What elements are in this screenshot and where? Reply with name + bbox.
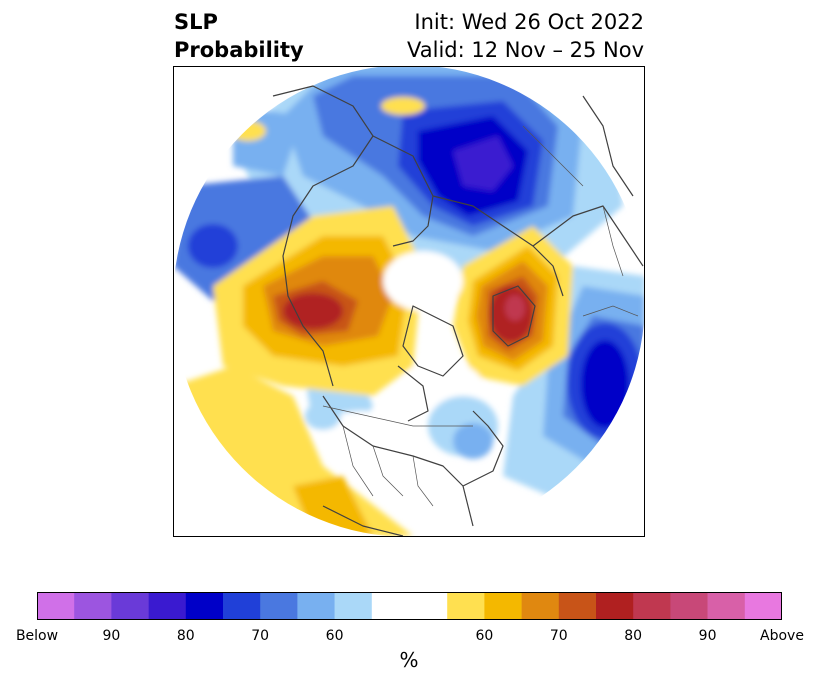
colorbar-tick-label: 80 xyxy=(624,628,643,644)
colorbar-below-cell xyxy=(74,592,112,620)
colorbar-tick-label: 60 xyxy=(325,628,344,644)
colorbar-above-cell xyxy=(484,592,522,620)
colorbar-below-cell xyxy=(223,592,261,620)
colorbar-below-cell xyxy=(37,592,75,620)
colorbar-neutral-cell xyxy=(371,592,448,620)
title-metric: Probability xyxy=(174,38,304,62)
map-title: SLP Probability xyxy=(174,8,304,64)
colorbar-above-cell xyxy=(744,592,782,620)
colorbar-below-cell xyxy=(260,592,298,620)
colorbar-above-cell xyxy=(596,592,634,620)
colorbar-tick-label: 60 xyxy=(475,628,494,644)
colorbar-above-cell xyxy=(633,592,671,620)
colorbar-below-cell xyxy=(148,592,187,620)
colorbar-below-cell xyxy=(185,592,224,620)
colorbar-tick-label: 80 xyxy=(176,628,195,644)
colorbar-below-cell xyxy=(111,592,149,620)
valid-range: Valid: 12 Nov – 25 Nov xyxy=(407,38,644,62)
polar-probability-map xyxy=(173,66,645,537)
colorbar-above-cell xyxy=(447,592,485,620)
colorbar-tick-label: 70 xyxy=(549,628,568,644)
colorbar-tick-label: 90 xyxy=(698,628,717,644)
colorbar-below-cell xyxy=(334,592,373,620)
colorbar-frame xyxy=(37,592,782,620)
colorbar-above-cell xyxy=(521,592,560,620)
colorbar-tick-label: 70 xyxy=(251,628,270,644)
map-dates: Init: Wed 26 Oct 2022 Valid: 12 Nov – 25… xyxy=(407,8,644,64)
map-frame xyxy=(173,66,645,537)
colorbar-below-cell xyxy=(297,592,335,620)
init-date: Init: Wed 26 Oct 2022 xyxy=(414,10,644,34)
political-borders xyxy=(322,125,639,507)
colorbar-above-cell xyxy=(558,592,597,620)
title-variable: SLP xyxy=(174,10,218,34)
colorbar xyxy=(37,592,782,620)
colorbar-above-cell xyxy=(670,592,708,620)
colorbar-unit: % xyxy=(399,648,419,672)
colorbar-tick-label: 90 xyxy=(102,628,121,644)
colorbar-tick-label: Above xyxy=(760,628,804,644)
colorbar-tick-label: Below xyxy=(15,628,59,644)
colorbar-above-cell xyxy=(707,592,746,620)
probability-field xyxy=(173,66,645,537)
